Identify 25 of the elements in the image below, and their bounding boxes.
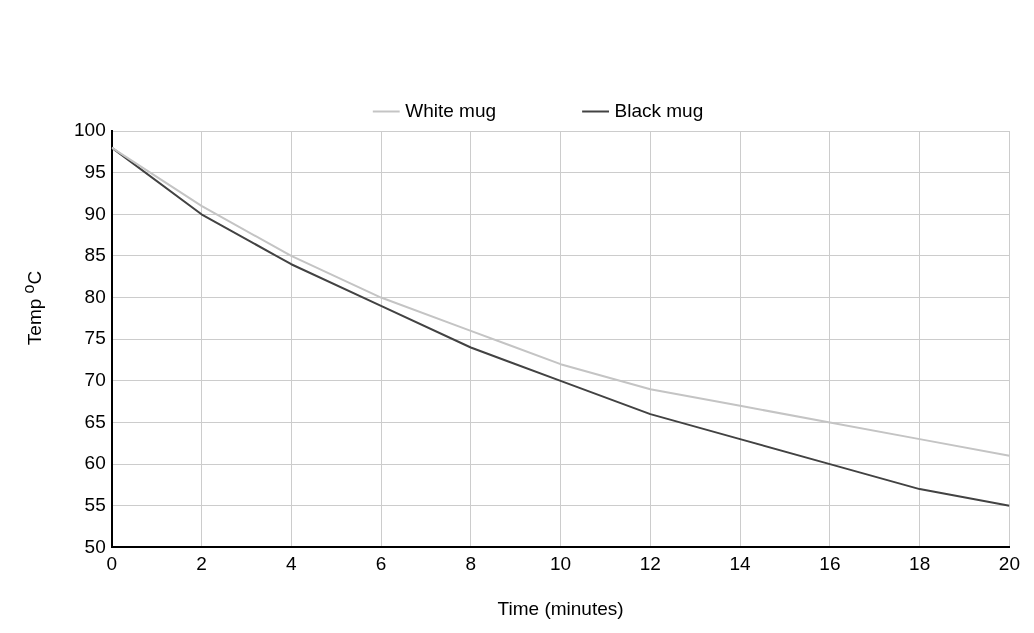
y-tick-label: 70 [84,369,106,391]
y-tick-label: 100 [74,119,106,141]
legend-label: White mug [405,99,497,121]
x-tick-label: 4 [285,553,297,575]
y-tick-label: 90 [84,202,106,224]
legend-label: Black mug [614,99,704,121]
x-axis-title: Time (minutes) [497,597,624,619]
y-tick-label: 60 [84,452,106,474]
y-tick-label: 80 [84,285,106,307]
y-tick-label: 50 [84,535,106,557]
y-tick-label: 55 [84,493,106,515]
y-tick-label: 95 [84,160,106,182]
x-tick-label: 16 [819,553,841,575]
x-tick-label: 20 [998,553,1020,575]
x-tick-label: 10 [550,553,572,575]
x-tick-label: 6 [375,553,387,575]
x-tick-label: 18 [909,553,931,575]
x-tick-label: 12 [639,553,661,575]
y-tick-label: 75 [84,327,106,349]
x-tick-label: 2 [196,553,207,575]
x-tick-label: 0 [106,553,117,575]
y-tick-label: 65 [84,410,106,432]
x-tick-label: 14 [729,553,752,575]
y-tick-label: 85 [84,244,106,266]
x-tick-label: 8 [465,553,477,575]
